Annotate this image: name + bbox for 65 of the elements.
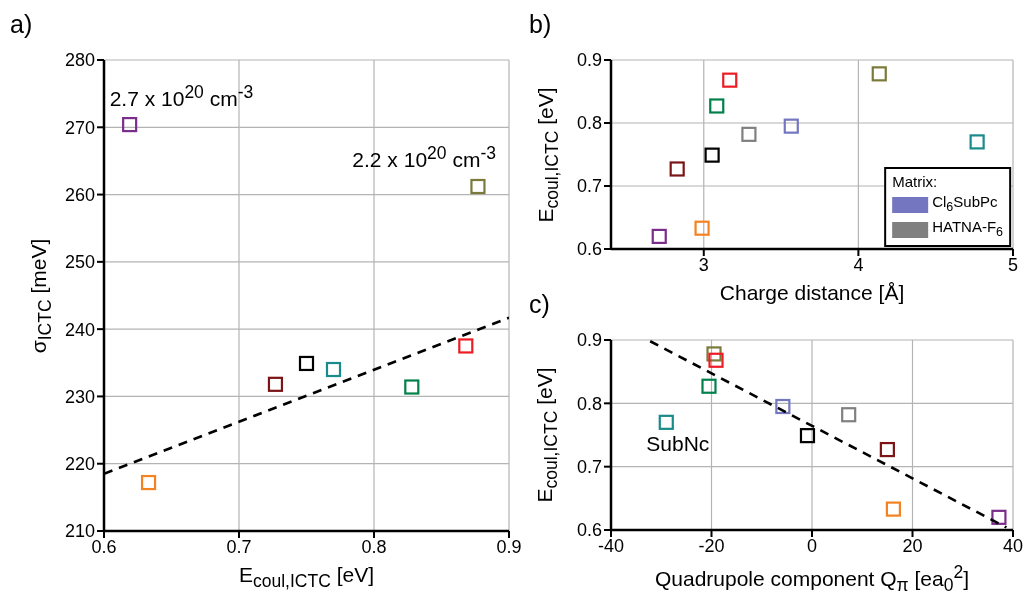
y-tick-label: 260: [64, 184, 95, 205]
y-tick-label: 0.6: [576, 239, 602, 260]
y-tick-label: 230: [64, 386, 95, 407]
annotation: 2.2 x 10$^{20}$ cm$^{-3}$: [352, 143, 496, 173]
x-tick-label: 40: [1002, 535, 1024, 556]
x-tick-label: 3: [698, 254, 709, 275]
x-tick-label: 0: [806, 535, 818, 556]
annotation: 2.7 x 10$^{20}$ cm$^{-3}$: [109, 81, 254, 111]
y-tick-label: 220: [64, 454, 95, 475]
point: [694, 220, 710, 236]
point: [122, 116, 138, 133]
legend-label: HATNA-F$_{6}$: [932, 217, 1003, 241]
legend-label: Cl$_{6}$SubPc: [932, 192, 998, 216]
point: [879, 441, 895, 458]
point: [991, 509, 1007, 525]
x-tick-label: 0.6: [91, 536, 117, 557]
point: [325, 361, 342, 378]
point: [783, 118, 799, 134]
point: [669, 161, 685, 177]
y-tick-label: 0.7: [576, 457, 602, 478]
x-tick-label: 20: [902, 535, 923, 556]
x-tick-label: 4: [853, 254, 864, 275]
point: [298, 355, 315, 372]
x-tick-label: 0.9: [496, 536, 522, 557]
y-tick-label: 240: [64, 319, 95, 340]
x-tick-label: 0.8: [361, 536, 387, 557]
point: [799, 428, 816, 444]
x-axis-title: E$_{coul,ICTC}$ [eV]: [238, 563, 375, 593]
y-tick-label: 280: [64, 50, 95, 71]
point: [706, 346, 722, 362]
point: [722, 72, 738, 88]
y-tick-label: 0.9: [576, 330, 602, 351]
point: [709, 98, 725, 114]
chart-title: a): [10, 10, 33, 39]
y-tick-label: 0.7: [576, 176, 602, 197]
point: [969, 134, 985, 150]
point: [775, 398, 791, 415]
point: [140, 474, 157, 491]
point: [470, 178, 486, 195]
point: [704, 147, 720, 163]
chart-title: b): [529, 10, 552, 39]
annotation: SubNc: [646, 432, 710, 457]
x-tick-label: 0.7: [226, 536, 252, 557]
chart-title: c): [529, 290, 550, 319]
y-tick-label: 0.8: [576, 113, 602, 134]
point: [658, 414, 674, 430]
legend-title: Matrix:: [892, 172, 939, 192]
y-tick-label: 270: [64, 117, 95, 138]
point: [885, 501, 902, 517]
point: [701, 378, 717, 394]
point: [741, 126, 757, 142]
y-tick-label: 0.8: [576, 393, 602, 414]
point: [651, 228, 667, 244]
point: [841, 407, 857, 423]
x-tick-label: -20: [698, 535, 725, 556]
point: [458, 338, 474, 354]
point: [404, 379, 420, 395]
x-tick-label: 5: [1007, 254, 1019, 275]
point: [871, 66, 887, 82]
x-axis-title: Quadrupole component Q$_{π}$ [ea$_{0}$$^{2}$]: [653, 562, 971, 597]
x-axis-title: Charge distance [Å]: [718, 281, 906, 305]
y-tick-label: 0.9: [576, 50, 602, 71]
y-tick-label: 250: [64, 252, 95, 273]
point: [708, 352, 724, 368]
point: [267, 376, 284, 392]
